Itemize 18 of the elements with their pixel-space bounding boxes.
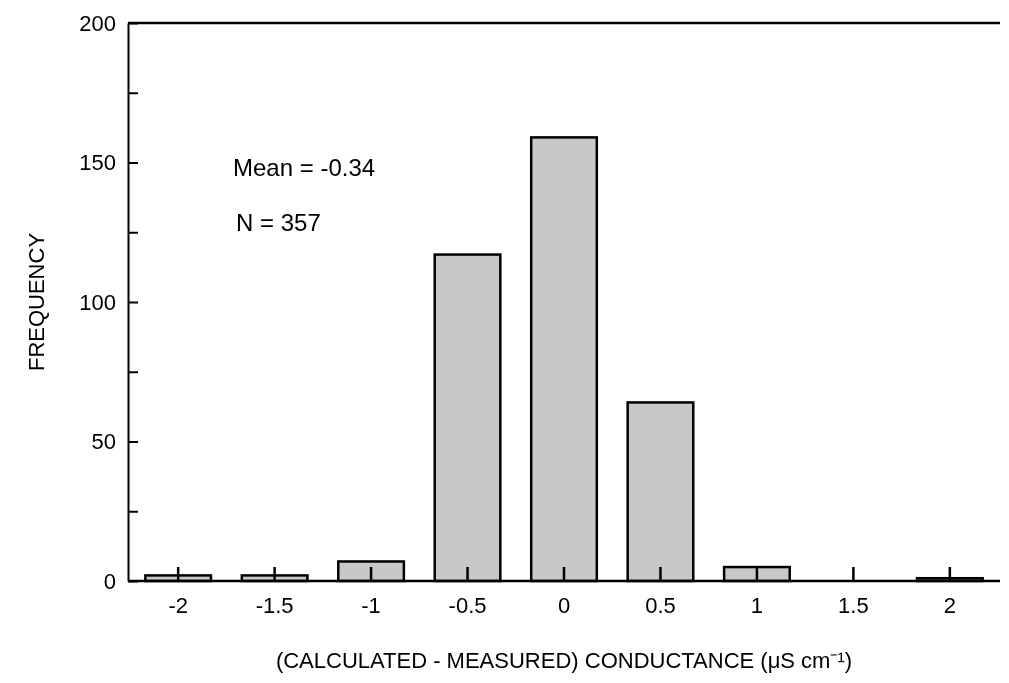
annotation: Mean = -0.34 <box>233 154 376 181</box>
x-tick-label: -1.5 <box>255 592 294 618</box>
x-tick-label: 1 <box>750 592 764 618</box>
x-tick-label: -2 <box>168 592 188 618</box>
x-tick-label: 2 <box>943 592 956 618</box>
y-axis-title: FREQUENCY <box>24 232 49 372</box>
y-tick-label: 0 <box>103 568 116 594</box>
y-tick-label: 50 <box>91 429 116 455</box>
x-tick-label: -0.5 <box>448 592 487 618</box>
y-tick-label: 200 <box>79 10 116 36</box>
y-tick-label: 100 <box>79 289 116 315</box>
x-tick-label: 1.5 <box>838 592 869 618</box>
x-tick-label: -1 <box>361 592 381 618</box>
x-axis-title: (CALCULATED - MEASURED) CONDUCTANCE (μS cm⁻¹) <box>275 648 853 673</box>
y-tick-label: 150 <box>79 150 116 176</box>
x-tick-label: 0.5 <box>645 592 676 618</box>
annotation: N = 357 <box>236 209 321 236</box>
x-tick-label: 0 <box>557 592 571 618</box>
